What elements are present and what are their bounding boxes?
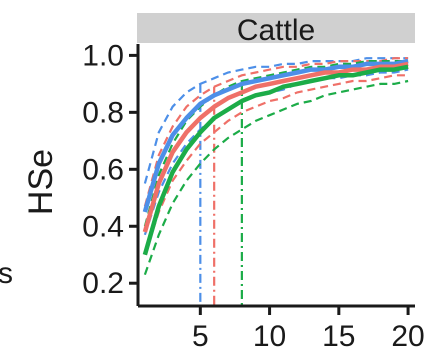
x-tick-label: 5 [192, 320, 209, 353]
series-3-lower-bound [143, 79, 409, 276]
panel-title: Cattle [237, 14, 315, 47]
x-tick-label: 20 [391, 320, 424, 353]
series-1-upper-bound [143, 57, 409, 184]
threshold-lines [199, 81, 243, 306]
x-tick-label: 15 [322, 320, 355, 353]
series-1-mean-line [142, 58, 409, 213]
y-tick-label: 0.8 [82, 96, 124, 129]
y-tick-label: 0.6 [82, 153, 124, 186]
series-lines [142, 57, 409, 276]
axes [136, 44, 415, 308]
series-2-upper-bound [143, 57, 409, 207]
y-axis-label: HSe [22, 149, 60, 215]
series-2-mean-line [142, 61, 409, 233]
y-tick-label: 0.4 [82, 210, 124, 243]
panel-strip [137, 13, 415, 43]
y-tick-label: 1.0 [82, 39, 124, 72]
y-tick-label: 0.2 [82, 267, 124, 300]
edge-label-fragment: s [0, 257, 13, 290]
x-ticks: 5 10 15 20 [192, 306, 425, 353]
series-1-lower-bound [143, 68, 409, 236]
y-ticks: 0.2 0.4 0.6 0.8 1.0 [82, 39, 138, 300]
x-tick-label: 10 [253, 320, 286, 353]
series-2-lower-bound [143, 74, 409, 256]
series-3-mean-line [142, 64, 409, 256]
